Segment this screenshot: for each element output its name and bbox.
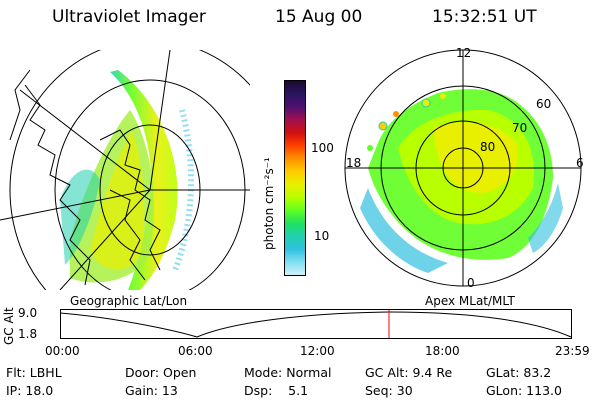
alt-xtick-0600: 06:00: [178, 344, 213, 358]
alt-xtick-0000: 00:00: [45, 344, 80, 358]
mlt-label-12: 12: [456, 46, 472, 60]
alt-xtick-1800: 18:00: [425, 344, 460, 358]
time-label: 15:32:51 UT: [432, 7, 537, 27]
apex-polar-plot: [344, 49, 582, 287]
date-label: 15 Aug 00: [275, 7, 363, 27]
altitude-strip-plot: [59, 309, 572, 339]
status-mode: Mode: Normal: [244, 365, 332, 380]
instrument-title: Ultraviolet Imager: [52, 7, 206, 27]
mlt-label-0: 0: [467, 276, 475, 290]
colorbar-tick-10: 10: [314, 229, 330, 243]
status-gain: Gain: 13: [125, 383, 178, 398]
status-glat: GLat: 83.2: [486, 365, 552, 380]
alt-xtick-2359: 23:59: [555, 344, 590, 358]
status-door: Door: Open: [125, 365, 197, 380]
colorbar: [284, 80, 306, 276]
status-filter: Flt: LBHL: [6, 365, 62, 380]
lat-label-80: 80: [480, 140, 496, 154]
status-seq: Seq: 30: [365, 383, 413, 398]
lat-label-70: 70: [512, 121, 528, 135]
status-gc-alt: GC Alt: 9.4 Re: [365, 365, 453, 380]
lat-label-60: 60: [536, 97, 552, 111]
alt-strip-ytick-high: 9.0: [18, 306, 38, 320]
status-ip: IP: 18.0: [6, 383, 54, 398]
status-dsp: Dsp: 5.1: [244, 383, 309, 398]
alt-strip-ylabel: GC Alt: [2, 307, 16, 345]
geographic-auroral-image: [0, 50, 250, 290]
colorbar-tick-100: 100: [311, 141, 334, 155]
alt-strip-ytick-low: 1.8: [18, 327, 38, 341]
left-panel-label: Geographic Lat/Lon: [70, 294, 188, 308]
colorbar-unit-label: photon cm⁻²s⁻¹: [262, 157, 276, 250]
right-panel-label: Apex MLat/MLT: [425, 294, 515, 308]
status-glon: GLon: 113.0: [486, 383, 562, 398]
mlt-label-18: 18: [346, 156, 362, 170]
mlt-label-6: 6: [576, 156, 584, 170]
alt-xtick-1200: 12:00: [300, 344, 335, 358]
